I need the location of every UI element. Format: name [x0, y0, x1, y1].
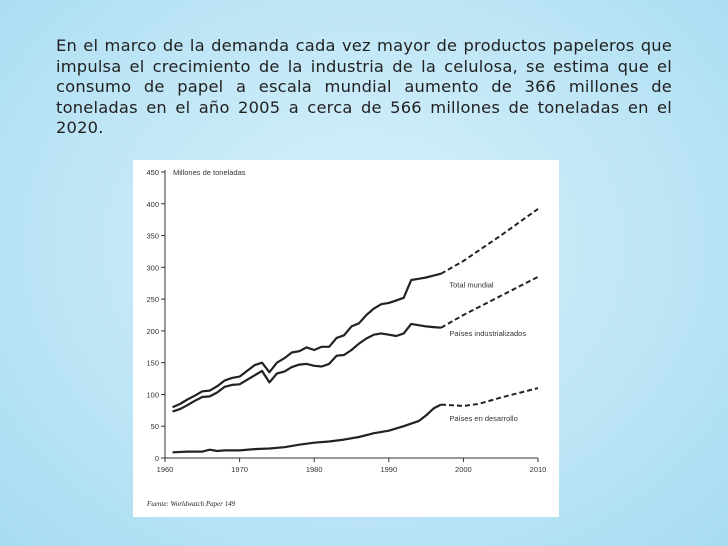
- y-tick-label: 300: [146, 263, 159, 272]
- x-tick-label: 2000: [455, 465, 472, 474]
- series-label: Países en desarrollo: [449, 414, 517, 423]
- x-tick-label: 1980: [306, 465, 323, 474]
- x-tick-label: 2010: [530, 465, 547, 474]
- y-tick-label: 150: [146, 359, 159, 368]
- series-label: Países industrializados: [449, 329, 526, 338]
- y-tick-label: 450: [146, 168, 159, 177]
- series-projection-line: [440, 276, 539, 329]
- x-tick-label: 1970: [231, 465, 248, 474]
- y-tick-label: 50: [151, 422, 159, 431]
- series-line: [172, 403, 442, 454]
- series-projection-line: [440, 387, 539, 407]
- series-projection-line: [440, 208, 539, 275]
- y-tick-label: 100: [146, 390, 159, 399]
- series-line: [172, 272, 442, 409]
- y-tick-label: 350: [146, 232, 159, 241]
- chart-figure: 0 50 100 150 200 250 300 350 400 450 1960 1970 1980 1…: [133, 160, 559, 517]
- x-tick-label: 1990: [380, 465, 397, 474]
- y-tick-label: 400: [146, 200, 159, 209]
- y-tick-label: 0: [155, 454, 159, 463]
- x-tick-label: 1960: [157, 465, 174, 474]
- series-line: [172, 322, 442, 413]
- series-label: Total mundial: [449, 281, 494, 290]
- slide-paragraph: En el marco de la demanda cada vez mayor…: [56, 36, 672, 137]
- y-axis-label: Millones de toneladas: [173, 168, 246, 177]
- line-chart: 0 50 100 150 200 250 300 350 400 450 1960 1970 1980 1…: [146, 168, 547, 474]
- y-tick-label: 200: [146, 327, 159, 336]
- y-tick-label: 250: [146, 295, 159, 304]
- chart-source: Fuente: Worldwatch Paper 149: [147, 500, 236, 508]
